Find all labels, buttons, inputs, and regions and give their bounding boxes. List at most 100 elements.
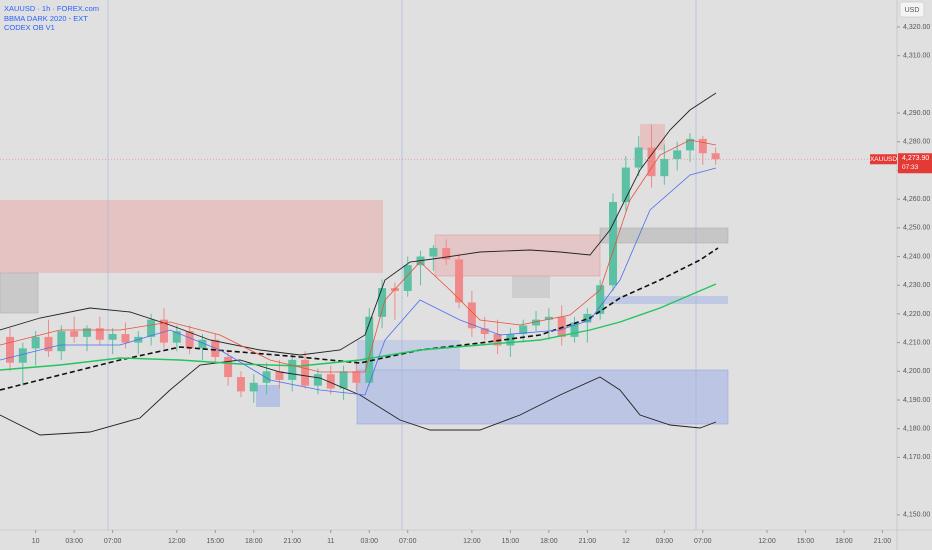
y-tick-label: 4,170.00: [903, 454, 930, 461]
countdown: 07:33: [902, 164, 919, 171]
last-price-label: 4,273.90: [902, 155, 929, 162]
candle-body: [378, 288, 387, 317]
session-dividers: [107, 0, 697, 530]
x-tick-label: 03:00: [65, 538, 83, 545]
candle-body: [82, 328, 91, 337]
lower-band: [0, 359, 717, 436]
candle-body: [570, 322, 579, 337]
upper-band: [0, 92, 717, 356]
candle-body: [621, 167, 630, 203]
candle-body: [70, 331, 79, 337]
indicator-name: BBMA DARK 2020 - EXT: [4, 14, 88, 23]
x-tick-label: 03:00: [656, 538, 674, 545]
zone: [599, 227, 729, 244]
candle-body: [172, 331, 181, 343]
candle-body: [596, 285, 605, 314]
candle-body: [493, 334, 502, 346]
supply-zone: [0, 200, 383, 273]
x-tick-label: 21:00: [579, 538, 597, 545]
symbol-title: XAUUSD · 1h · FOREX.com: [4, 4, 99, 13]
candle-body: [95, 328, 104, 340]
candle-body: [519, 325, 528, 335]
x-tick-label: 18:00: [540, 538, 558, 545]
candle-body: [711, 153, 720, 160]
candle-body: [275, 371, 284, 380]
y-tick-label: 4,260.00: [903, 196, 930, 203]
y-tick-label: 4,180.00: [903, 426, 930, 433]
candle-body: [185, 331, 194, 349]
y-tick-label: 4,230.00: [903, 282, 930, 289]
x-tick-label: 18:00: [835, 538, 853, 545]
candles: [6, 124, 720, 403]
candle-body: [224, 356, 233, 378]
demand-zone: [357, 340, 460, 370]
candle-body: [455, 259, 464, 303]
candle-body: [660, 158, 669, 177]
moving-average: [0, 283, 717, 371]
zone: [512, 276, 550, 298]
y-tick-label: 4,280.00: [903, 139, 930, 146]
y-tick-label: 4,250.00: [903, 225, 930, 232]
candle-body: [249, 382, 258, 392]
x-tick-label: 07:00: [399, 538, 417, 545]
y-tick-label: 4,210.00: [903, 339, 930, 346]
zone: [256, 385, 280, 407]
candle-body: [698, 138, 707, 154]
x-tick-label: 11: [327, 538, 334, 545]
candle-body: [429, 247, 438, 257]
candle-body: [609, 202, 618, 286]
candle-body: [467, 302, 476, 329]
indicator-name: CODEX OB V1: [4, 23, 55, 32]
candle-body: [532, 319, 541, 326]
candle-body: [288, 359, 297, 380]
candle-body: [352, 371, 361, 383]
x-tick-label: 10: [32, 538, 40, 545]
header: XAUUSD · 1h · FOREX.com BBMA DARK 2020 -…: [4, 4, 99, 32]
candle-body: [506, 334, 515, 346]
candle-body: [583, 313, 592, 323]
candle-body: [673, 150, 682, 159]
candle-body: [544, 316, 553, 320]
candle-body: [365, 316, 374, 383]
ma-line: [0, 139, 717, 373]
y-tick-label: 4,220.00: [903, 311, 930, 318]
candle-body: [159, 319, 168, 343]
candle-body: [6, 336, 14, 363]
symbol-tag: XAUUSD: [870, 156, 897, 163]
candle-body: [57, 331, 66, 352]
x-tick-label: 15:00: [207, 538, 225, 545]
y-tick-label: 4,200.00: [903, 368, 930, 375]
x-tick-label: 15:00: [797, 538, 815, 545]
x-tick-label: 03:00: [360, 538, 378, 545]
x-tick-label: 21:00: [874, 538, 892, 545]
candle-body: [685, 138, 694, 151]
currency[interactable]: USD: [905, 7, 920, 14]
candle-body: [31, 336, 40, 349]
candle-body: [634, 147, 643, 168]
candle-body: [262, 371, 271, 383]
y-tick-label: 4,150.00: [903, 512, 930, 519]
last-price-box: [898, 153, 932, 174]
x-tick-label: 15:00: [502, 538, 520, 545]
y-tick-label: 4,240.00: [903, 253, 930, 260]
candle-body: [301, 359, 310, 386]
currency-button[interactable]: [899, 1, 925, 18]
x-tick-label: 12:00: [168, 538, 186, 545]
y-tick-label: 4,290.00: [903, 110, 930, 117]
x-tick-label: 21:00: [283, 538, 301, 545]
symbol-tag-box: [870, 154, 897, 165]
x-tick-label: 18:00: [245, 538, 263, 545]
zone: [640, 124, 665, 150]
zone: [0, 272, 39, 314]
zones: [0, 124, 729, 425]
demand-zone: [356, 369, 729, 425]
candle-body: [198, 339, 207, 349]
candle-body: [480, 328, 489, 335]
candle-body: [121, 334, 130, 343]
candle-body: [18, 348, 27, 363]
x-tick-label: 12:00: [758, 538, 776, 545]
candle-body: [147, 319, 156, 337]
candle-body: [326, 374, 335, 389]
